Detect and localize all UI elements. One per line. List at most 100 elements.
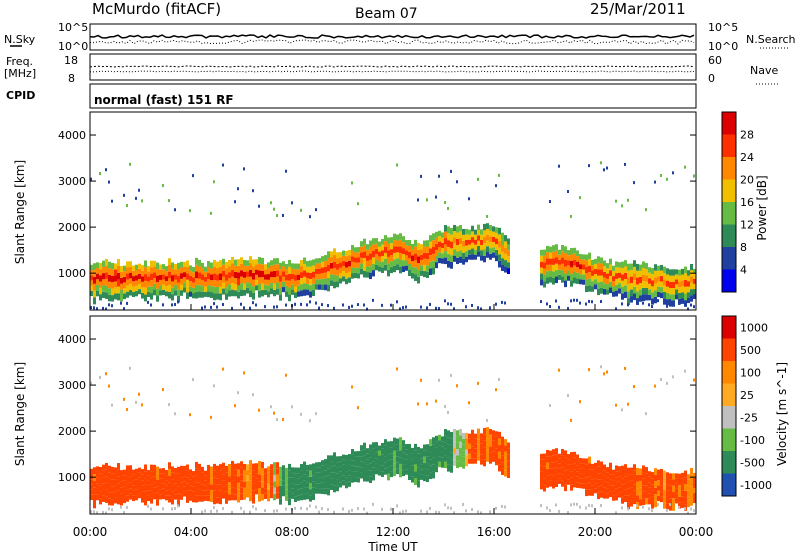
power-cell [279,269,282,276]
velocity-cell [486,450,489,457]
velocity-speck [570,418,572,422]
power-cell [186,266,189,274]
power-cell [540,249,543,256]
velocity-cell [471,452,474,459]
velocity-cell [312,481,315,488]
power-cell [339,262,342,268]
power-cell [609,275,612,282]
velocity-cell [360,467,363,473]
power-cell [561,276,564,283]
power-speck [213,180,215,184]
power-cell [615,261,618,268]
velocity-cell [186,464,189,471]
power-cell [690,276,693,283]
power-speck [237,187,239,191]
power-cell [411,266,414,273]
velocity-cell [660,496,663,503]
velocity-cell [504,439,507,446]
velocity-cell [426,450,429,457]
power-cell [171,294,174,301]
velocity-cell [588,476,591,483]
velocity-cell [252,496,255,504]
velocity-cell [378,455,381,461]
power-cell [543,255,546,263]
velocity-cell [372,474,375,481]
velocity-cell [381,471,384,477]
power-speck [123,307,125,311]
velocity-cell [207,477,210,484]
power-cell [168,291,171,299]
power-cell [687,281,690,287]
velocity-cell [321,471,324,478]
velocity-cell [249,494,252,502]
velocity-cell [126,483,129,490]
power-cell [429,235,432,242]
velocity-cell [249,460,252,467]
power-cell [555,270,558,277]
power-cell [495,249,498,256]
velocity-speck [426,510,428,514]
power-cell [438,246,441,253]
velocity-speck [456,384,458,388]
power-cell [357,273,360,279]
velocity-cell [570,484,573,491]
velocity-cell [195,482,198,489]
velocity-speck [348,509,350,513]
velocity-cell [363,442,366,450]
power-cell [585,285,588,293]
cpid-panel [89,83,697,109]
velocity-cell [459,454,462,461]
velocity-cell [345,477,348,483]
power-cell [429,255,432,262]
power-cell [129,289,132,296]
power-speck [600,161,602,165]
power-cell [180,261,183,268]
power-cell [234,271,237,278]
velocity-cell [459,441,462,449]
power-speck [570,299,572,303]
power-cell [465,245,468,252]
velocity-cell [582,483,585,489]
power-cell [264,284,267,290]
velocity-speck [192,378,194,382]
power-cell [432,253,435,261]
velocity-cell [648,482,651,488]
power-cell [450,241,453,249]
power-speck [273,207,275,211]
velocity-cell [444,461,447,469]
velocity-cell [558,468,561,474]
power-cell [558,249,561,255]
power-cell [444,231,447,239]
power-cell [282,281,285,288]
power-cell [246,271,249,277]
velocity-cell [180,482,183,489]
power-cell [222,270,225,277]
power-cell [612,265,615,271]
power-cell [96,279,99,285]
power-cell [543,262,546,269]
power-cell [648,283,651,290]
velocity-cell [219,464,222,471]
power-cell [249,262,252,270]
velocity-cell [213,463,216,471]
colorbar-tick-label: 20 [740,174,754,187]
cpid-label: CPID [6,89,35,102]
velocity-cell [468,443,471,449]
velocity-speck [96,511,98,515]
velocity-cell [450,465,453,473]
velocity-cell [165,485,168,491]
power-cell [327,284,330,292]
power-cell [264,289,267,295]
velocity-cell [324,476,327,483]
power-cell [276,270,279,277]
velocity-speck [633,385,635,389]
velocity-cell [288,484,291,492]
velocity-cell [384,439,387,446]
power-cell [420,254,423,261]
power-cell [684,280,687,287]
power-cell [660,287,663,293]
power-cell [135,264,138,270]
power-cell [237,259,240,266]
velocity-cell [462,432,465,439]
